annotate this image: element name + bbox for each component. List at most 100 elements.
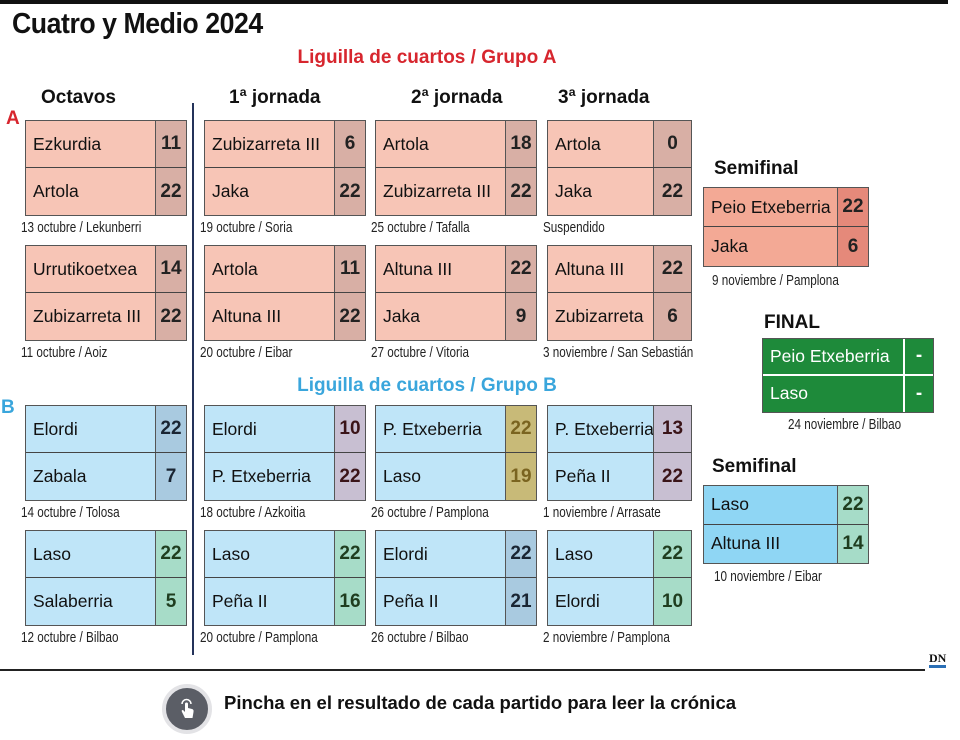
final-box: Peio Etxeberria - Laso -: [762, 338, 934, 413]
score-link[interactable]: 22: [335, 168, 365, 215]
score-link[interactable]: 6: [838, 227, 868, 266]
match-date: 26 octubre / Bilbao: [371, 629, 469, 646]
score-link[interactable]: -: [905, 339, 933, 374]
match-date: 11 octubre / Aoiz: [21, 344, 108, 361]
match-box: P. Etxeberria 13 Peña II 22: [547, 405, 692, 501]
match-date: Suspendido: [543, 219, 605, 236]
match-date: 20 octubre / Pamplona: [200, 629, 318, 646]
match-row: Artola 0: [548, 121, 691, 168]
match-row: Jaka 6: [704, 227, 868, 266]
score-link[interactable]: 18: [506, 121, 536, 167]
match-box: P. Etxeberria 22 Laso 19: [375, 405, 537, 501]
match-row: Altuna III 22: [548, 246, 691, 293]
score-link[interactable]: 22: [335, 531, 365, 577]
match-row: Elordi 10: [548, 578, 691, 625]
score-link[interactable]: 22: [654, 453, 691, 500]
match-row: Elordi 10: [205, 406, 365, 453]
score-link[interactable]: 21: [506, 578, 536, 625]
match-box: Elordi 22 Zabala 7: [25, 405, 187, 501]
score-link[interactable]: 22: [654, 168, 691, 215]
player-name: Zubizarreta: [548, 293, 654, 340]
page-title: Cuatro y Medio 2024: [12, 8, 263, 40]
player-name: Laso: [548, 531, 654, 577]
score-link[interactable]: 13: [654, 406, 691, 452]
score-link[interactable]: 22: [838, 188, 868, 226]
match-row: Laso 19: [376, 453, 536, 500]
score-link[interactable]: 22: [506, 246, 536, 292]
match-date: 9 noviembre / Pamplona: [712, 272, 839, 289]
score-link[interactable]: 10: [654, 578, 691, 625]
score-link[interactable]: 7: [156, 453, 186, 500]
score-link[interactable]: 22: [156, 406, 186, 452]
match-box: Altuna III 22 Zubizarreta 6: [547, 245, 692, 341]
semifinal-b-header: Semifinal: [712, 456, 797, 477]
match-row: Artola 18: [376, 121, 536, 168]
player-name: Artola: [205, 246, 335, 292]
match-date: 12 octubre / Bilbao: [21, 629, 119, 646]
column-header-jornada-3: 3ª jornada: [558, 87, 650, 108]
score-link[interactable]: 14: [156, 246, 186, 292]
match-row: Zubizarreta III 6: [205, 121, 365, 168]
match-row: Salaberria 5: [26, 578, 186, 625]
match-row: Peña II 16: [205, 578, 365, 625]
match-box: Artola 0 Jaka 22: [547, 120, 692, 216]
match-row: Jaka 22: [548, 168, 691, 215]
match-date: 1 noviembre / Arrasate: [543, 504, 661, 521]
column-header-octavos: Octavos: [41, 87, 116, 108]
divider-horizontal: [0, 669, 925, 671]
player-name: Zubizarreta III: [26, 293, 156, 340]
group-b-label: B: [1, 397, 15, 418]
score-link[interactable]: 11: [156, 121, 186, 167]
score-link[interactable]: 22: [156, 168, 186, 215]
player-name: Zabala: [26, 453, 156, 500]
match-row: Jaka 9: [376, 293, 536, 340]
score-link[interactable]: 0: [654, 121, 691, 167]
match-row: Peio Etxeberria -: [763, 339, 933, 376]
score-link[interactable]: 22: [506, 531, 536, 577]
score-link[interactable]: 22: [506, 168, 536, 215]
player-name: Laso: [704, 486, 838, 524]
score-link[interactable]: 6: [335, 121, 365, 167]
score-link[interactable]: -: [905, 375, 933, 412]
match-box: Laso 22 Elordi 10: [547, 530, 692, 626]
player-name: Artola: [548, 121, 654, 167]
score-link[interactable]: 5: [156, 578, 186, 625]
player-name: Peña II: [376, 578, 506, 625]
group-a-label: A: [6, 108, 20, 129]
match-date: 14 octubre / Tolosa: [21, 504, 120, 521]
column-header-jornada-1: 1ª jornada: [229, 87, 321, 108]
score-link[interactable]: 22: [654, 531, 691, 577]
score-link[interactable]: 22: [654, 246, 691, 292]
match-row: Zubizarreta III 22: [26, 293, 186, 340]
score-link[interactable]: 14: [838, 524, 868, 563]
score-link[interactable]: 16: [335, 578, 365, 625]
player-name: Laso: [26, 531, 156, 577]
match-date: 10 noviembre / Eibar: [714, 568, 822, 585]
match-date: 26 octubre / Pamplona: [371, 504, 489, 521]
player-name: Elordi: [548, 578, 654, 625]
score-link[interactable]: 22: [335, 453, 365, 500]
match-row: Laso -: [763, 375, 933, 412]
player-name: Urrutikoetxea: [26, 246, 156, 292]
hand-pointer-icon: [162, 684, 212, 734]
score-link[interactable]: 19: [506, 453, 536, 500]
score-link[interactable]: 22: [506, 406, 536, 452]
final-header: FINAL: [764, 312, 820, 333]
score-link[interactable]: 22: [838, 486, 868, 524]
match-box: Urrutikoetxea 14 Zubizarreta III 22: [25, 245, 187, 341]
hint-text: Pincha en el resultado de cada partido p…: [224, 692, 737, 713]
match-row: Laso 22: [205, 531, 365, 578]
match-row: Ezkurdia 11: [26, 121, 186, 168]
score-link[interactable]: 11: [335, 246, 365, 292]
score-link[interactable]: 6: [654, 293, 691, 340]
match-row: Altuna III 22: [376, 246, 536, 293]
match-box: Altuna III 22 Jaka 9: [375, 245, 537, 341]
score-link[interactable]: 22: [335, 293, 365, 340]
dn-logo: DN: [929, 652, 947, 668]
score-link[interactable]: 10: [335, 406, 365, 452]
score-link[interactable]: 9: [506, 293, 536, 340]
score-link[interactable]: 22: [156, 531, 186, 577]
score-link[interactable]: 22: [156, 293, 186, 340]
group-a-header: Liguilla de cuartos / Grupo A: [297, 47, 557, 68]
column-header-jornada-2: 2ª jornada: [411, 87, 503, 108]
